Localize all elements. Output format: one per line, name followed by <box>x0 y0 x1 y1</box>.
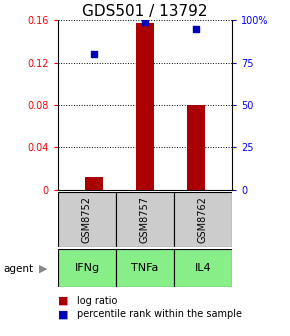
Point <box>143 19 147 25</box>
Point <box>92 51 96 57</box>
Bar <box>174 192 232 247</box>
Bar <box>58 249 116 287</box>
Text: ▶: ▶ <box>39 264 48 274</box>
Bar <box>58 192 116 247</box>
Bar <box>136 23 154 190</box>
Text: GSM8757: GSM8757 <box>140 196 150 243</box>
Bar <box>116 192 174 247</box>
Point <box>194 26 198 31</box>
Text: ■: ■ <box>58 296 68 306</box>
Bar <box>116 249 174 287</box>
Bar <box>85 177 103 190</box>
Text: IL4: IL4 <box>195 263 211 273</box>
Title: GDS501 / 13792: GDS501 / 13792 <box>82 4 208 19</box>
Text: agent: agent <box>3 264 33 274</box>
Text: GSM8762: GSM8762 <box>198 196 208 243</box>
Text: IFNg: IFNg <box>75 263 99 273</box>
Text: log ratio: log ratio <box>77 296 117 306</box>
Bar <box>187 105 205 190</box>
Text: TNFa: TNFa <box>131 263 159 273</box>
Text: percentile rank within the sample: percentile rank within the sample <box>77 309 242 319</box>
Text: ■: ■ <box>58 309 68 319</box>
Text: GSM8752: GSM8752 <box>82 196 92 243</box>
Bar <box>174 249 232 287</box>
